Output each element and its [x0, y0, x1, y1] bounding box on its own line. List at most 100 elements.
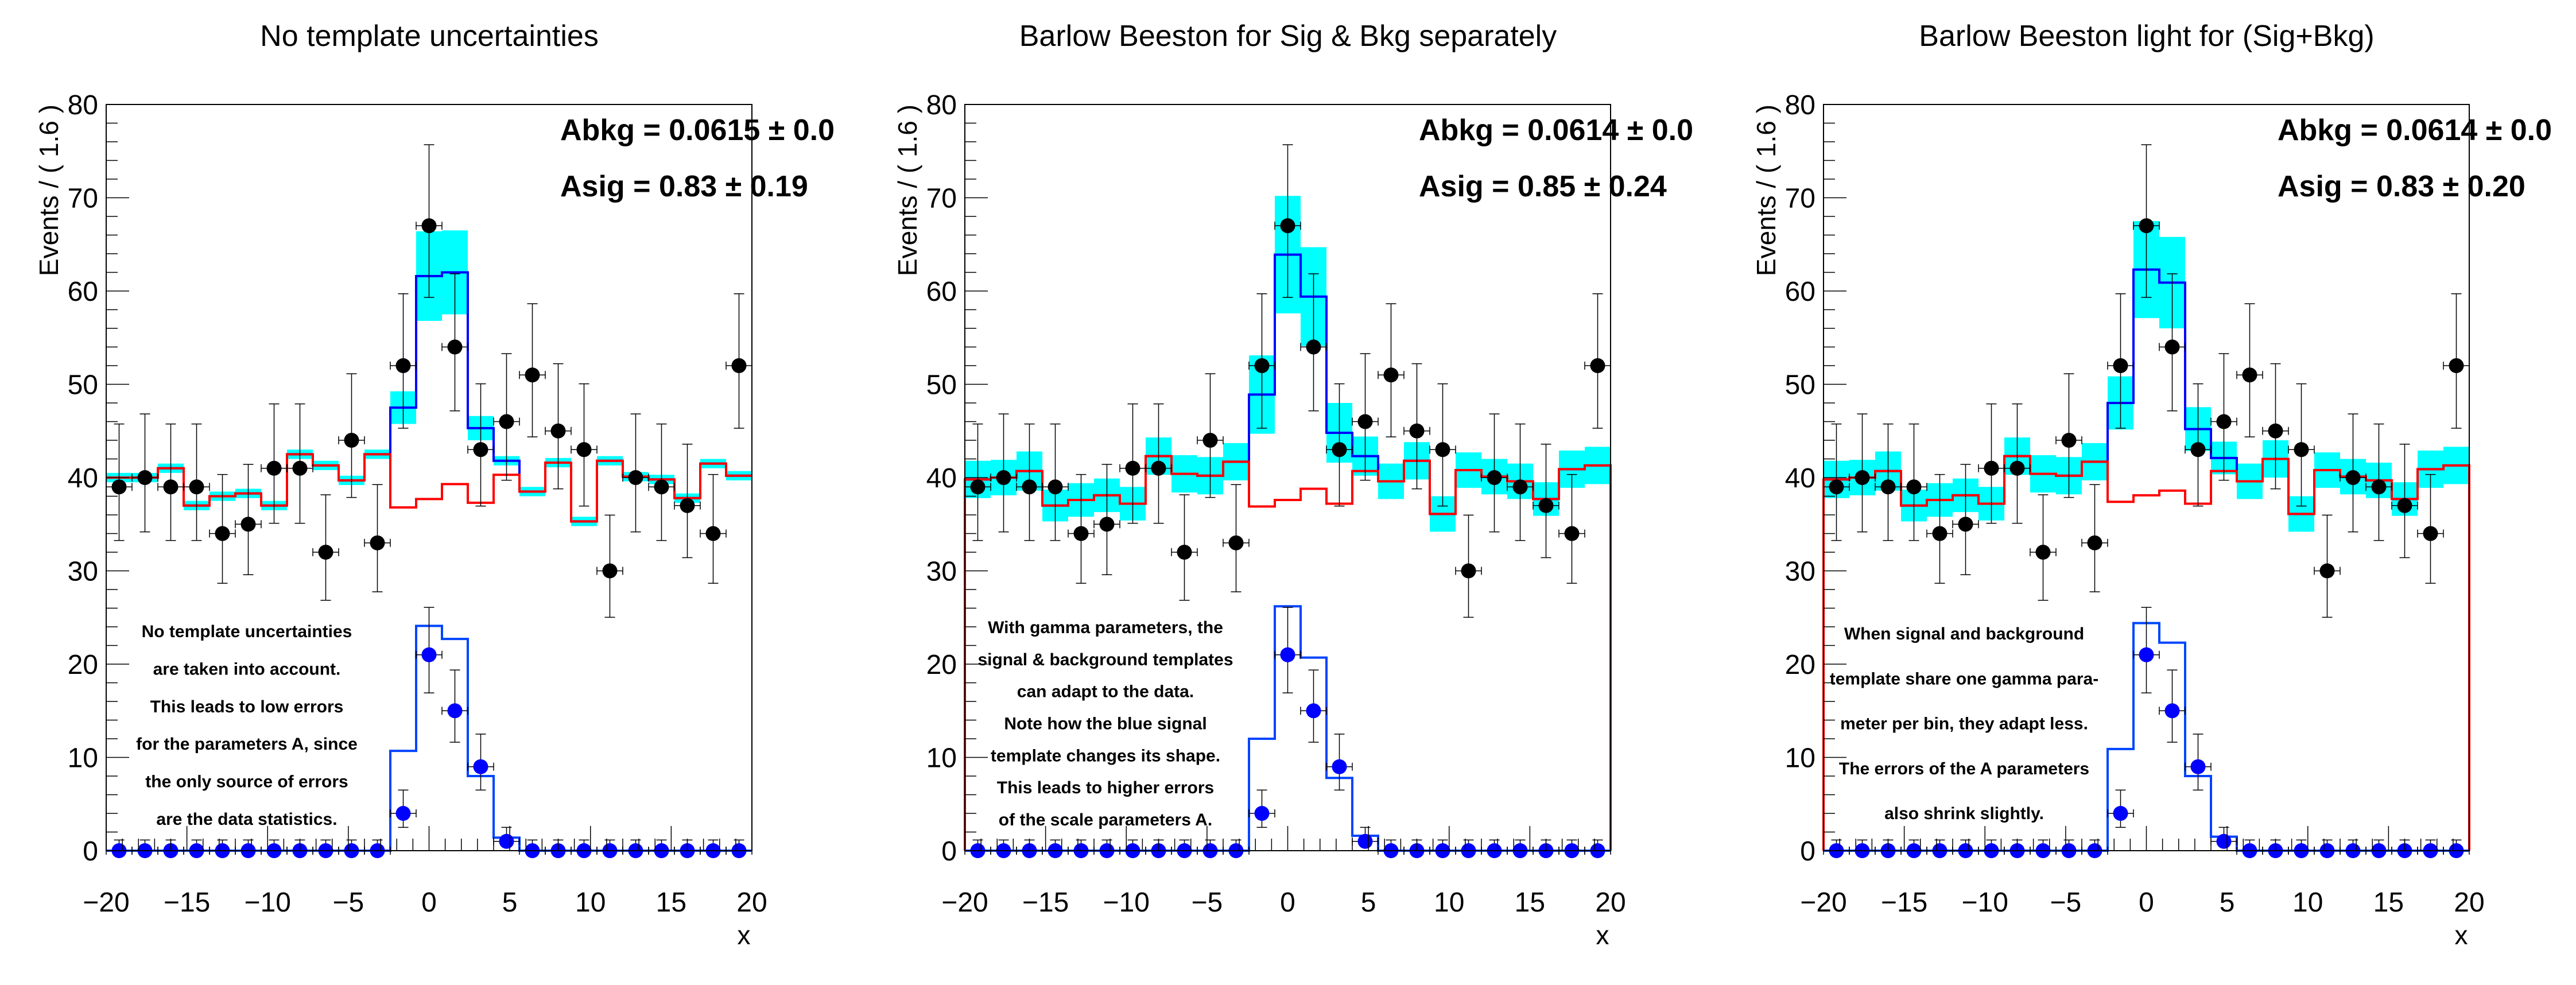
data-point	[1958, 517, 1973, 532]
data-point	[576, 442, 592, 457]
signal-data-point	[1357, 833, 1373, 849]
data-point	[970, 479, 986, 495]
data-point	[266, 460, 282, 476]
data-point	[215, 526, 230, 541]
y-tick-label: 10	[68, 743, 98, 774]
data-point	[1512, 479, 1528, 495]
y-tick-label: 80	[1785, 90, 1815, 121]
signal-data-series	[106, 607, 752, 858]
data-point	[2423, 526, 2438, 541]
signal-data-point	[2216, 833, 2232, 849]
y-tick-label: 20	[1785, 650, 1815, 680]
data-point	[1855, 470, 1870, 485]
data-point	[163, 479, 179, 495]
pad-no-template-uncertainties: No template uncertainties 0 10 20 30 40 50 60 70…	[0, 0, 859, 985]
x-tick-label: −10	[1962, 887, 2008, 918]
data-point	[2190, 442, 2206, 457]
data-point	[2139, 218, 2154, 234]
histogram-plot: Barlow Beeston light for (Sig+Bkg) 0 10 20 3…	[1751, 20, 2551, 950]
x-tick-label: −5	[333, 887, 364, 918]
data-point	[1590, 358, 1605, 373]
y-tick-label: 10	[926, 743, 957, 774]
caption-line: This leads to higher errors	[997, 778, 1214, 797]
data-point	[1383, 367, 1399, 383]
x-tick-label: 15	[2373, 887, 2404, 918]
data-point	[111, 479, 127, 495]
signal-data-point	[1280, 647, 1295, 662]
y-tick-label: 50	[926, 370, 957, 401]
data-point	[2009, 460, 2025, 476]
fit-parameter-text: Asig = 0.83 ± 0.19	[560, 170, 808, 203]
y-tick-label: 0	[1800, 836, 1815, 867]
x-tick-label: 10	[575, 887, 606, 918]
caption-line: meter per bin, they adapt less.	[1840, 715, 2088, 734]
caption-line: are taken into account.	[153, 660, 341, 678]
data-point	[395, 358, 411, 373]
caption-line: With gamma parameters, the	[988, 618, 1223, 637]
data-point	[2164, 339, 2180, 355]
data-point	[499, 414, 514, 429]
caption-line: are the data statistics.	[156, 810, 337, 829]
caption-line: template changes its shape.	[991, 746, 1220, 765]
data-point	[318, 545, 333, 560]
data-point	[1254, 358, 1270, 373]
data-point	[1202, 433, 1218, 448]
y-tick-label: 0	[83, 836, 98, 867]
x-tick-label: −15	[1022, 887, 1069, 918]
data-point	[2294, 442, 2309, 457]
data-point	[1022, 479, 1037, 495]
data-point	[996, 470, 1011, 485]
data-point	[1461, 563, 1476, 579]
x-tick-label: 5	[2220, 887, 2235, 918]
fit-parameter-text: Abkg = 0.0614 ± 0.0	[1419, 114, 1693, 147]
y-tick-label: 70	[1785, 184, 1815, 214]
data-point	[1906, 479, 1922, 495]
caption: When signal and background template share…	[1830, 625, 2099, 823]
y-tick-label: 30	[1785, 557, 1815, 587]
data-point	[602, 563, 618, 579]
signal-data-point	[447, 703, 463, 719]
data-point	[1487, 470, 1502, 485]
data-point	[2216, 414, 2232, 429]
x-axis-label: x	[1596, 920, 1609, 950]
data-point	[1228, 535, 1244, 550]
y-tick-label: 60	[1785, 277, 1815, 307]
x-tick-label: −20	[83, 887, 129, 918]
caption-line: The errors of the A parameters	[1839, 759, 2089, 778]
data-point	[370, 535, 385, 550]
x-tick-label: 15	[656, 887, 686, 918]
y-tick-label: 10	[1785, 743, 1815, 774]
data-point	[292, 460, 308, 476]
y-tick-label: 70	[68, 184, 98, 214]
y-tick-label: 60	[68, 277, 98, 307]
y-tick-label: 80	[926, 90, 957, 121]
pad-barlow-beeston: Barlow Beeston for Sig & Bkg separately 0…	[859, 0, 1717, 985]
signal-data-point	[2139, 647, 2154, 662]
chart-title: No template uncertainties	[260, 20, 599, 53]
caption-line: for the parameters A, since	[136, 735, 358, 754]
y-tick-label: 80	[68, 90, 98, 121]
x-axis-label: x	[2455, 920, 2468, 950]
x-tick-label: −10	[1103, 887, 1150, 918]
y-tick-label: 40	[68, 463, 98, 494]
fit-parameter-text: Asig = 0.85 ± 0.24	[1419, 170, 1667, 203]
caption-line: signal & background templates	[977, 650, 1233, 669]
fit-parameters: Abkg = 0.0614 ± 0.0 Asig = 0.83 ± 0.20	[2278, 114, 2551, 203]
fit-parameter-text: Abkg = 0.0615 ± 0.0	[560, 114, 835, 147]
data-point	[1177, 545, 1192, 560]
data-point	[2397, 498, 2412, 513]
y-tick-label: 50	[1785, 370, 1815, 401]
x-tick-label: 20	[1595, 887, 1625, 918]
x-tick-label: −5	[2050, 887, 2082, 918]
data-point	[2449, 358, 2464, 373]
caption-line: also shrink slightly.	[1884, 804, 2044, 823]
y-axis-label: Events / ( 1.6 )	[893, 104, 922, 276]
signal-data-point	[1332, 759, 1347, 774]
caption-line: of the scale parameters A.	[999, 811, 1212, 829]
data-point	[189, 479, 204, 495]
caption-line: can adapt to the data.	[1017, 682, 1194, 701]
signal-data-point	[499, 833, 514, 849]
x-tick-label: −20	[1800, 887, 1846, 918]
data-point	[1073, 526, 1089, 541]
x-tick-label: −20	[941, 887, 988, 918]
